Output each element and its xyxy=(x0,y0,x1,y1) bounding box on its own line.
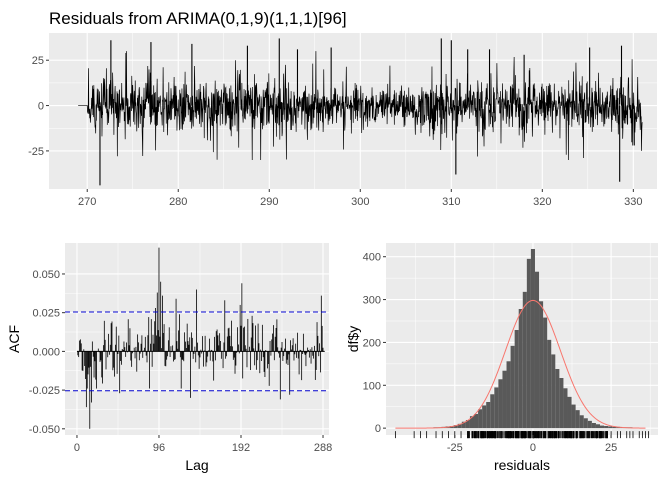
hist-x-axis: -25 0 25 xyxy=(447,435,617,454)
ts-x-tick-label: 320 xyxy=(533,196,551,208)
acf-x-tick-label: 192 xyxy=(232,442,250,454)
hist-bar xyxy=(543,317,548,429)
hist-bar xyxy=(608,426,613,429)
hist-bar xyxy=(494,387,499,429)
ts-y-tick-label: 0 xyxy=(38,101,44,113)
hist-bar xyxy=(559,378,564,429)
hist-y-axis-title: df$y xyxy=(345,326,361,352)
chart-title: Residuals from ARIMA(0,1,9)(1,1,1)[96] xyxy=(49,9,347,28)
hist-y-axis: 0 100 200 300 400 xyxy=(363,252,386,435)
hist-y-tick-label: 100 xyxy=(363,380,381,392)
ts-residual-line xyxy=(78,51,643,160)
hist-bar xyxy=(457,423,462,429)
hist-bar xyxy=(498,379,503,429)
hist-bar xyxy=(478,409,483,429)
hist-bar xyxy=(600,425,605,429)
hist-y-tick-label: 300 xyxy=(363,295,381,307)
ts-x-tick-label: 310 xyxy=(442,196,460,208)
hist-bar xyxy=(567,396,572,429)
hist-bar xyxy=(612,426,617,429)
hist-bar xyxy=(514,330,519,429)
hist-bar xyxy=(461,421,466,429)
hist-bar xyxy=(539,301,544,429)
ts-y-axis: -25 0 25 xyxy=(28,55,49,158)
ts-x-axis: 270 280 290 300 310 320 330 xyxy=(78,189,643,208)
hist-bar xyxy=(522,291,527,429)
hist-bar xyxy=(530,249,535,429)
hist-bars xyxy=(433,249,637,429)
acf-x-tick-label: 96 xyxy=(153,442,165,454)
hist-bar xyxy=(518,309,523,429)
acf-x-axis: 0 96 192 288 xyxy=(74,435,332,454)
hist-bar xyxy=(551,354,556,429)
hist-bar xyxy=(604,426,609,429)
hist-bar xyxy=(449,426,454,429)
acf-plot-panel xyxy=(65,243,329,435)
residuals-time-series-chart: Residuals from ARIMA(0,1,9)(1,1,1)[96] -… xyxy=(28,9,657,208)
acf-chart: -0.050 -0.025 0.000 0.025 0.050 0 96 192 288 La… xyxy=(6,243,332,473)
hist-y-tick-label: 400 xyxy=(363,252,381,264)
hist-bar xyxy=(547,339,552,429)
hist-bar xyxy=(575,410,580,429)
acf-bars xyxy=(76,247,325,429)
acf-y-tick-label: 0.000 xyxy=(32,346,60,358)
hist-bar xyxy=(482,405,487,429)
hist-bar xyxy=(587,420,592,429)
ts-x-tick-label: 270 xyxy=(78,196,96,208)
hist-normal-curve xyxy=(395,299,646,429)
residual-histogram-chart: 0 100 200 300 400 -25 0 25 residuals df$y xyxy=(345,243,658,473)
hist-bar xyxy=(526,258,531,429)
acf-x-tick-label: 288 xyxy=(314,442,332,454)
hist-rug xyxy=(394,431,650,439)
hist-bar xyxy=(595,424,601,429)
hist-bar xyxy=(506,361,511,429)
hist-bar xyxy=(486,402,491,429)
ts-y-tick-label: 25 xyxy=(32,55,44,67)
acf-y-tick-label: -0.025 xyxy=(29,385,60,397)
hist-bar xyxy=(510,345,515,429)
ts-x-tick-label: 280 xyxy=(169,196,187,208)
acf-y-tick-label: 0.025 xyxy=(32,308,60,320)
acf-y-axis-title: ACF xyxy=(6,325,22,353)
ts-x-tick-label: 330 xyxy=(624,196,642,208)
hist-bar xyxy=(534,271,540,429)
hist-x-tick-label: 0 xyxy=(530,442,536,454)
hist-bar xyxy=(474,414,479,429)
ts-residual-series xyxy=(78,38,643,186)
hist-y-tick-label: 200 xyxy=(363,337,381,349)
hist-bar xyxy=(579,415,584,429)
hist-bar xyxy=(465,420,470,429)
hist-bar xyxy=(490,394,495,429)
acf-confidence-band xyxy=(65,311,329,392)
hist-bar xyxy=(469,416,475,429)
ts-x-tick-label: 290 xyxy=(260,196,278,208)
hist-bar xyxy=(555,369,560,429)
hist-bar xyxy=(502,370,507,429)
hist-x-axis-title: residuals xyxy=(494,457,550,473)
acf-y-tick-label: 0.050 xyxy=(32,269,60,281)
ts-x-tick-label: 300 xyxy=(351,196,369,208)
hist-x-tick-label: 25 xyxy=(605,442,617,454)
hist-bar xyxy=(571,404,576,429)
acf-x-tick-label: 0 xyxy=(74,442,80,454)
hist-density-curve xyxy=(395,299,646,429)
hist-bar xyxy=(453,425,458,429)
hist-bar xyxy=(583,418,588,429)
acf-y-axis: -0.050 -0.025 0.000 0.025 0.050 xyxy=(29,269,65,436)
hist-x-tick-label: -25 xyxy=(447,442,463,454)
ts-y-tick-label: -25 xyxy=(28,146,44,158)
hist-bar xyxy=(591,423,596,429)
acf-y-tick-label: -0.050 xyxy=(29,424,60,436)
hist-y-tick-label: 0 xyxy=(375,423,381,435)
hist-bar xyxy=(563,388,568,429)
acf-x-axis-title: Lag xyxy=(185,457,208,473)
